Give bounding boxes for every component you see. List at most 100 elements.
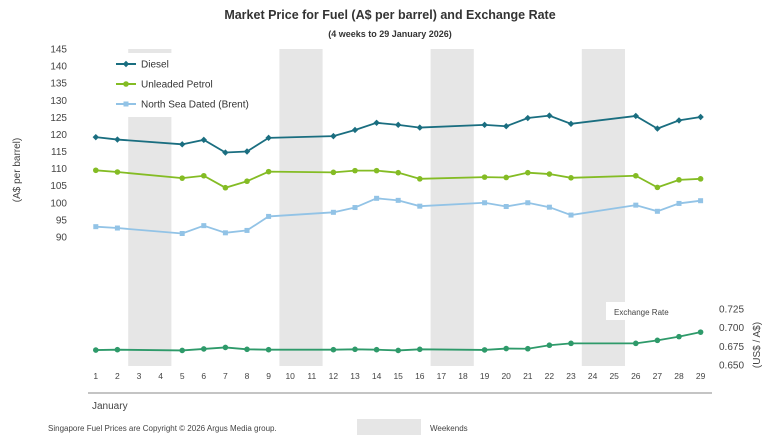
data-point bbox=[417, 346, 423, 353]
y-tick-label: 125 bbox=[50, 113, 67, 124]
data-point bbox=[222, 149, 229, 156]
data-point bbox=[546, 171, 553, 177]
exchange-rate-label: Exchange Rate bbox=[614, 308, 669, 317]
data-point bbox=[697, 176, 704, 182]
left-axis: 90 95 100 105 110 115 120 125 130 135 140 145 bbox=[50, 45, 67, 244]
data-point bbox=[179, 141, 186, 148]
data-point bbox=[417, 203, 423, 209]
legend-item: Diesel bbox=[116, 60, 169, 71]
data-point bbox=[503, 345, 510, 352]
data-point bbox=[374, 195, 380, 201]
x-tick-label: 14 bbox=[372, 371, 382, 381]
data-point bbox=[330, 346, 337, 353]
data-point bbox=[697, 113, 704, 121]
y-tick-label: 110 bbox=[51, 164, 67, 175]
x-tick-label: 25 bbox=[609, 371, 619, 381]
data-point bbox=[525, 345, 531, 352]
data-point bbox=[654, 125, 661, 132]
weekends-legend-swatch bbox=[357, 419, 421, 435]
x-tick-label: 8 bbox=[245, 371, 250, 381]
x-tick-label: 13 bbox=[350, 371, 360, 381]
x-tick-label: 21 bbox=[523, 371, 533, 381]
chart-subtitle: (4 weeks to 29 January 2026) bbox=[328, 29, 452, 39]
data-point bbox=[546, 204, 552, 210]
data-point bbox=[546, 112, 553, 119]
data-point bbox=[123, 101, 129, 107]
data-point bbox=[676, 177, 682, 183]
x-tick-label: 15 bbox=[393, 371, 403, 381]
data-point bbox=[524, 114, 531, 122]
data-point bbox=[179, 347, 185, 354]
data-point bbox=[482, 200, 488, 206]
x-tick-label: 11 bbox=[307, 371, 316, 381]
data-point bbox=[244, 178, 250, 185]
data-point bbox=[546, 342, 553, 349]
y-tick-label: 105 bbox=[50, 181, 67, 192]
data-point bbox=[632, 112, 639, 120]
data-point bbox=[395, 169, 402, 176]
series-unleaded-petrol bbox=[93, 167, 704, 191]
x-tick-label: 4 bbox=[158, 371, 163, 381]
data-point bbox=[373, 346, 380, 353]
x-tick-label: 5 bbox=[180, 371, 185, 381]
x-tick-label: 23 bbox=[566, 371, 576, 381]
right-axis: 0.650 0.675 0.700 0.725 bbox=[719, 305, 744, 372]
data-point bbox=[330, 209, 336, 215]
x-tick-label: 26 bbox=[631, 371, 641, 381]
data-point bbox=[676, 200, 682, 206]
legend-label: Unleaded Petrol bbox=[141, 80, 213, 91]
data-point bbox=[481, 174, 488, 180]
x-tick-label: 3 bbox=[137, 371, 142, 381]
data-point bbox=[244, 346, 250, 353]
data-point bbox=[503, 123, 510, 130]
y-tick-label: 140 bbox=[50, 62, 67, 73]
data-point bbox=[654, 208, 660, 214]
data-point bbox=[373, 167, 380, 174]
x-tick-label: 22 bbox=[545, 371, 555, 381]
data-point bbox=[395, 197, 401, 203]
data-point bbox=[92, 133, 99, 141]
data-point bbox=[123, 81, 129, 87]
y-right-tick-label: 0.700 bbox=[719, 323, 744, 334]
x-tick-label: 19 bbox=[480, 371, 490, 381]
data-point bbox=[93, 167, 99, 174]
y-tick-label: 130 bbox=[50, 96, 67, 107]
data-point bbox=[352, 205, 358, 211]
data-point bbox=[503, 174, 510, 181]
data-point bbox=[568, 175, 574, 181]
data-point bbox=[330, 132, 337, 140]
legend-item: Unleaded Petrol bbox=[116, 80, 213, 91]
weekends-legend-label: Weekends bbox=[430, 424, 468, 433]
legend-label: North Sea Dated (Brent) bbox=[141, 100, 249, 111]
series-lines bbox=[92, 112, 704, 354]
data-point bbox=[201, 172, 207, 179]
y-right-tick-label: 0.675 bbox=[719, 342, 744, 353]
data-point bbox=[633, 340, 639, 347]
x-tick-label: 16 bbox=[415, 371, 425, 381]
x-tick-label: 12 bbox=[329, 371, 339, 381]
legend: Diesel Unleaded Petrol North Sea Dated (Br… bbox=[108, 53, 258, 117]
data-point bbox=[266, 213, 272, 219]
data-point bbox=[568, 340, 574, 347]
x-tick-label: 29 bbox=[696, 371, 706, 381]
data-point bbox=[179, 231, 185, 236]
y-axis-label-left: (A$ per barrel) bbox=[12, 138, 23, 202]
data-point bbox=[698, 198, 704, 204]
data-point bbox=[114, 225, 120, 231]
data-point bbox=[676, 333, 682, 340]
exchange-rate-label-box bbox=[606, 302, 694, 320]
data-point bbox=[265, 168, 272, 175]
data-point bbox=[93, 347, 99, 353]
legend-item: North Sea Dated (Brent) bbox=[116, 100, 249, 111]
y-right-tick-label: 0.650 bbox=[719, 361, 744, 372]
copyright-note: Singapore Fuel Prices are Copyright © 20… bbox=[48, 424, 277, 433]
legend-label: Diesel bbox=[141, 60, 169, 71]
x-tick-label: 17 bbox=[437, 371, 447, 381]
data-point bbox=[352, 167, 358, 174]
data-point bbox=[481, 121, 488, 129]
series-diesel bbox=[92, 112, 704, 156]
x-tick-label: 1 bbox=[93, 371, 98, 381]
data-point bbox=[525, 200, 531, 206]
data-point bbox=[244, 227, 250, 233]
y-axis-label-right: (US$ / A$) bbox=[752, 322, 763, 368]
